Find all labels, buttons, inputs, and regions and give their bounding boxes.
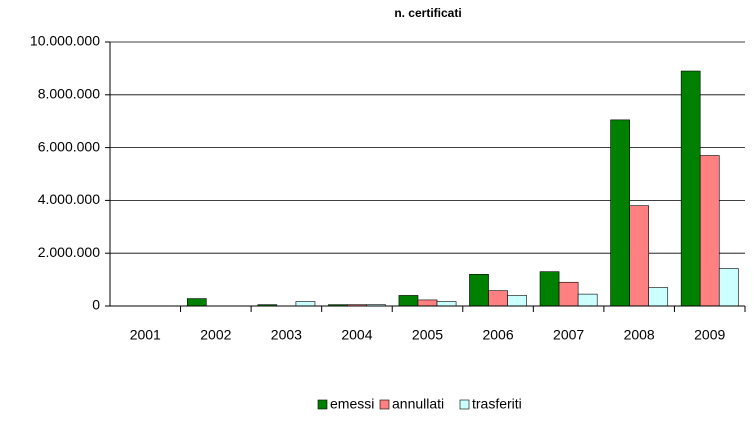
x-tick-label: 2005	[412, 327, 443, 343]
bar	[398, 295, 419, 307]
bar	[469, 274, 489, 307]
legend-swatch	[379, 399, 390, 410]
x-tick-label: 2008	[624, 327, 655, 343]
y-tick-label: 2.000.000	[38, 244, 100, 260]
y-tick-label: 0	[92, 297, 100, 313]
bar	[718, 268, 739, 307]
bar	[295, 301, 316, 307]
x-tick-label: 2004	[341, 327, 372, 343]
chart-title: n. certificati	[394, 6, 461, 20]
bar	[507, 295, 527, 307]
x-tick-label: 2006	[482, 327, 513, 343]
bar	[699, 155, 720, 307]
x-tick-label: 2007	[553, 327, 584, 343]
y-tick-label: 10.000.000	[30, 33, 100, 49]
y-tick-label: 4.000.000	[38, 191, 100, 207]
bar	[558, 281, 579, 307]
x-tick-label: 2001	[130, 327, 161, 343]
y-tick-label: 8.000.000	[38, 86, 100, 102]
bar	[539, 271, 560, 307]
legend-label: annullati	[392, 396, 444, 412]
bar	[629, 205, 649, 307]
bar	[577, 293, 598, 307]
bar	[488, 290, 508, 307]
legend-label: emessi	[330, 396, 374, 412]
bar	[648, 287, 669, 307]
bar	[680, 70, 701, 307]
bar	[436, 301, 457, 307]
legend-swatch	[317, 399, 328, 410]
x-tick-label: 2002	[200, 327, 231, 343]
x-tick-label: 2009	[694, 327, 725, 343]
y-tick-label: 6.000.000	[38, 138, 100, 154]
bar	[417, 299, 438, 307]
legend-label: trasferiti	[472, 396, 522, 412]
bar	[610, 119, 630, 307]
bar	[186, 298, 207, 307]
x-tick-label: 2003	[271, 327, 302, 343]
legend-swatch	[459, 399, 470, 410]
